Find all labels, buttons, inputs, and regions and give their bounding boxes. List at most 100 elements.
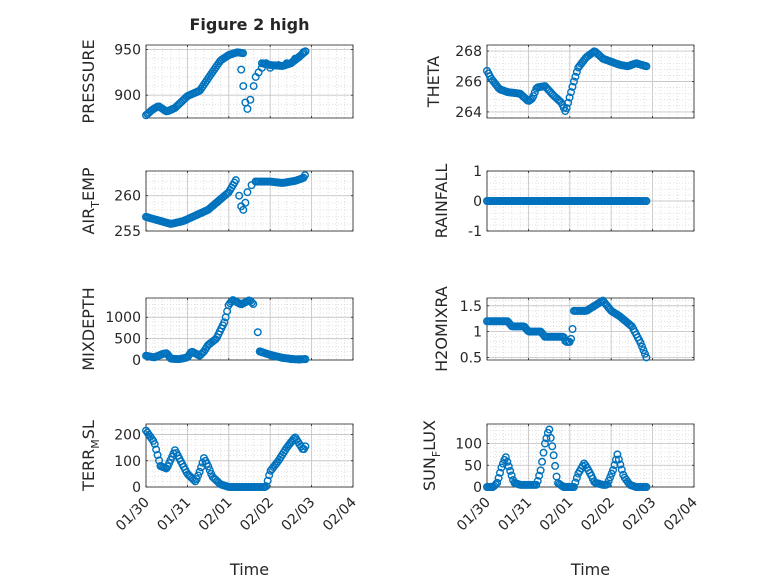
y-axis-label: SUNFLUX	[420, 420, 443, 491]
data-point	[504, 462, 513, 471]
x-tick-label: 01/31	[495, 495, 535, 535]
y-tick-label: 100	[455, 437, 482, 453]
y-tick-label: 260	[114, 189, 141, 205]
data-point	[204, 462, 213, 471]
axes-box	[145, 44, 354, 119]
y-tick-label: 264	[455, 105, 482, 121]
data-point	[532, 480, 541, 489]
y-tick-label: 1000	[105, 310, 141, 326]
data-point	[300, 171, 309, 180]
panel-theta: 264 266 268 THETA	[424, 44, 695, 121]
data-point	[506, 466, 515, 475]
data-point	[540, 439, 549, 448]
data-point	[243, 188, 252, 197]
data-point	[610, 461, 619, 470]
x-tick-label: 02/04	[320, 494, 360, 534]
data-point	[562, 104, 571, 113]
data-point	[642, 62, 651, 71]
data-point	[529, 92, 538, 101]
data-point	[567, 88, 576, 97]
axes-box	[486, 297, 695, 361]
x-tick-label: 01/30	[113, 495, 153, 535]
panel-pressure: 900 950 PRESSURE	[79, 39, 354, 124]
data-point	[192, 475, 201, 484]
y-axis-label: MIXDEPTH	[79, 287, 98, 370]
plot-area	[146, 298, 353, 360]
data-point	[603, 480, 612, 489]
data-point	[263, 476, 272, 485]
data-point	[546, 433, 555, 442]
data-point	[496, 468, 505, 477]
data-point	[239, 82, 248, 91]
y-tick-label: 268	[455, 44, 482, 60]
data-point	[542, 434, 551, 443]
data-point	[243, 104, 252, 113]
data-point	[231, 176, 240, 185]
data-point	[569, 483, 578, 492]
data-point	[642, 353, 651, 362]
data-point	[239, 49, 248, 58]
data-point	[538, 457, 547, 466]
x-tick-label: 02/03	[279, 495, 319, 535]
x-tick-label: 02/04	[661, 494, 701, 534]
y-tick-label: 0	[473, 480, 482, 496]
data-point	[572, 473, 581, 482]
data-point	[614, 455, 623, 464]
data-point	[611, 455, 620, 464]
data-point	[564, 98, 573, 107]
data-point	[237, 65, 246, 74]
data-point	[249, 299, 258, 308]
x-tick-label: 02/01	[537, 495, 577, 535]
panel-terr_msl: 0 100 200 TERRMSL 01/30 01/31 02/01 02/02 02/03 0…	[79, 420, 360, 579]
data-point	[604, 476, 613, 485]
data-point	[150, 439, 159, 448]
data-point	[568, 82, 577, 91]
y-tick-label: 500	[114, 332, 141, 348]
y-tick-label: 255	[114, 224, 141, 240]
data-point	[493, 478, 502, 487]
x-tick-label: 02/03	[620, 495, 660, 535]
data-point	[535, 471, 544, 480]
x-tick-label: 02/02	[578, 495, 618, 535]
data-point	[155, 456, 164, 465]
data-point	[301, 47, 310, 56]
data-point	[235, 191, 244, 200]
x-tick-label: 02/01	[196, 495, 236, 535]
data-point	[253, 328, 262, 337]
y-tick-label: 950	[114, 43, 141, 59]
data-point	[220, 318, 229, 327]
figure-title: Figure 2 high	[190, 15, 310, 34]
y-axis-label: TERRMSL	[79, 420, 102, 492]
data-point	[152, 445, 161, 454]
plot-area	[487, 424, 694, 487]
y-axis-label: RAINFALL	[432, 164, 451, 239]
y-axis-label: PRESSURE	[79, 39, 98, 123]
y-tick-label: 1.5	[460, 299, 482, 315]
data-point	[197, 463, 206, 472]
x-tick-label: 01/30	[454, 495, 494, 535]
data-point	[262, 482, 271, 491]
data-point	[300, 355, 309, 364]
y-axis-label: AIRTEMP	[79, 167, 102, 234]
axes-box	[145, 170, 354, 232]
data-point	[536, 466, 545, 475]
data-point	[638, 342, 647, 351]
x-tick-label: 01/31	[154, 495, 194, 535]
y-tick-label: 100	[114, 454, 141, 470]
data-point	[567, 334, 576, 343]
data-point	[501, 453, 510, 462]
data-point	[565, 93, 574, 102]
data-point	[239, 205, 248, 214]
data-point	[265, 471, 274, 480]
x-axis-label: Time	[570, 560, 610, 579]
data-point	[613, 450, 622, 459]
y-tick-label: -1	[468, 224, 482, 240]
panel-sun_flux: 0 50 100 SUNFLUX 01/30 01/31 02/01 02/02 02/03 02…	[420, 420, 701, 579]
data-point	[617, 465, 626, 474]
data-point	[640, 349, 649, 358]
data-point	[571, 478, 580, 487]
y-axis-label: H2OMIXRA	[432, 286, 451, 372]
panel-air_temp: 255 260 AIRTEMP	[79, 167, 354, 240]
data-point	[569, 77, 578, 86]
data-point	[539, 448, 548, 457]
